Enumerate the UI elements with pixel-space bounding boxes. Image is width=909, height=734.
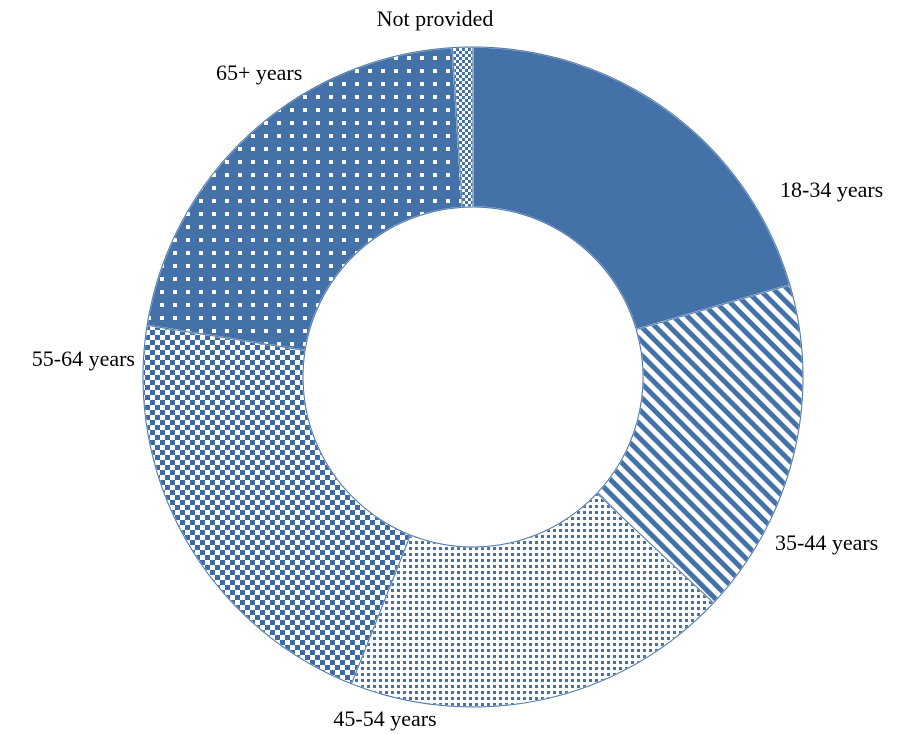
slice-18-34-years <box>472 46 791 331</box>
label-65-years: 65+ years <box>216 60 302 85</box>
label-45-54-years: 45-54 years <box>333 706 436 731</box>
donut-slices <box>142 46 804 708</box>
label-not-provided: Not provided <box>377 6 494 31</box>
label-35-44-years: 35-44 years <box>775 530 878 555</box>
label-18-34-years: 18-34 years <box>780 177 883 202</box>
slice-outline-35-44-years <box>596 284 804 604</box>
slice-outline-55-64-years <box>142 324 412 685</box>
slice-outline-not-provided <box>451 46 474 208</box>
slice-outline-45-54-years <box>350 492 715 708</box>
label-55-64-years: 55-64 years <box>32 346 135 371</box>
slice-outline-18-34-years <box>472 46 791 331</box>
slice-outline-65-years <box>146 47 463 351</box>
slice-55-64-years <box>142 324 412 685</box>
slice-labels: 18-34 years 35-44 years 45-54 years 55-64 y… <box>32 6 884 731</box>
